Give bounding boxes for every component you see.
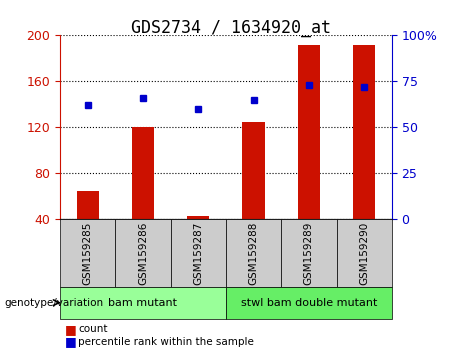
Text: GSM159287: GSM159287 — [193, 221, 203, 285]
Bar — [353, 45, 375, 219]
Text: GDS2734 / 1634920_at: GDS2734 / 1634920_at — [130, 19, 331, 38]
Bar — [77, 191, 99, 219]
Text: ■: ■ — [65, 323, 76, 336]
Text: percentile rank within the sample: percentile rank within the sample — [78, 337, 254, 347]
Bar — [242, 122, 265, 219]
Text: GSM159288: GSM159288 — [248, 221, 259, 285]
Text: count: count — [78, 324, 108, 334]
Text: bam mutant: bam mutant — [108, 298, 177, 308]
Text: GSM159285: GSM159285 — [83, 221, 93, 285]
Text: ■: ■ — [65, 335, 76, 348]
Bar — [298, 45, 320, 219]
Text: GSM159286: GSM159286 — [138, 221, 148, 285]
Text: stwl bam double mutant: stwl bam double mutant — [241, 298, 377, 308]
Text: GSM159289: GSM159289 — [304, 221, 314, 285]
Text: genotype/variation: genotype/variation — [5, 298, 104, 308]
Text: GSM159290: GSM159290 — [359, 222, 369, 285]
Bar — [132, 127, 154, 219]
Bar — [187, 216, 209, 219]
